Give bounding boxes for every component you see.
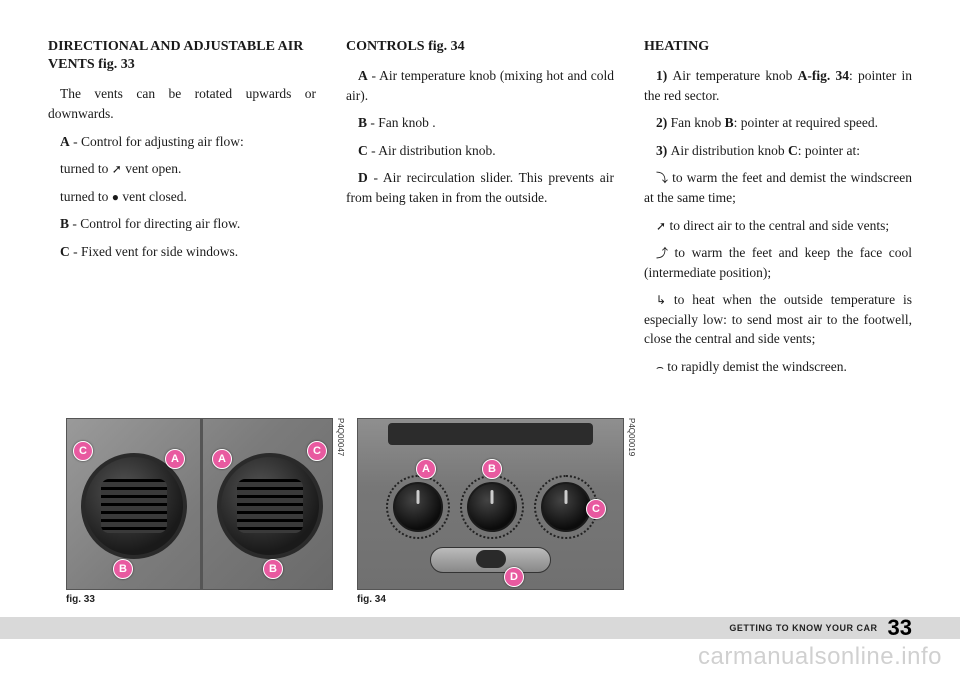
c2-lead-c: C: [358, 143, 368, 158]
c3-p3-bold: C: [788, 143, 798, 158]
fig33-callout-b-right: B: [263, 559, 283, 579]
c3-p8-text: to rapidly demist the windscreen.: [664, 359, 847, 374]
footwell-icon: ↳: [656, 293, 666, 307]
fig34-caption: fig. 34: [357, 594, 624, 605]
c3-lead-2: 2): [656, 115, 671, 130]
fig34-slider: [430, 547, 551, 573]
c2-lead-d: D: [358, 170, 368, 185]
vent-open-icon: ➚: [112, 162, 122, 176]
fig33-vent-right: [217, 453, 323, 559]
c2-lead-b: B: [358, 115, 367, 130]
c2-p2-text: - Fan knob .: [367, 115, 436, 130]
figure-33: C A B C A B: [66, 418, 333, 590]
figure-34-wrap: A B C D P4Q00019 fig. 34: [357, 418, 624, 605]
figure-34: A B C D: [357, 418, 624, 590]
c1-p5: B - Control for directing air flow.: [48, 214, 316, 234]
c3-p3: 3) Air distribution knob C: pointer at:: [644, 141, 912, 161]
c3-p8: ⌢ to rapidly demist the windscreen.: [644, 357, 912, 377]
fig33-callout-c-right: C: [307, 441, 327, 461]
c3-p7-text: to heat when the outside temperature is …: [644, 292, 912, 346]
lead-c: C: [60, 244, 70, 259]
lead-a: A: [60, 134, 70, 149]
c3-lead-3: 3): [656, 143, 671, 158]
c3-p4-text: to warm the feet and demist the windscre…: [644, 170, 912, 205]
c3-p5: ➚ to direct air to the central and side …: [644, 216, 912, 236]
c1-p6-text: - Fixed vent for side windows.: [70, 244, 238, 259]
c3-lead-1: 1): [656, 68, 672, 83]
c2-lead-a: A: [358, 68, 368, 83]
fig34-knob-a: [393, 482, 443, 532]
fig33-callout-a-left: A: [165, 449, 185, 469]
fig34-knob-b: [467, 482, 517, 532]
fig33-callout-a-right: A: [212, 449, 232, 469]
fig33-caption: fig. 33: [66, 594, 333, 605]
c2-p3-text: - Air distribution knob.: [368, 143, 496, 158]
fig34-code: P4Q00019: [627, 418, 636, 456]
fig33-code: P4Q00047: [336, 418, 345, 456]
fig33-callout-c-left: C: [73, 441, 93, 461]
c3-p7: ↳ to heat when the outside temperature i…: [644, 290, 912, 349]
fig34-callout-d: D: [504, 567, 524, 587]
column-2: CONTROLS fig. 34 A - Air temperature kno…: [346, 38, 614, 385]
c1-p4b: vent closed.: [119, 189, 187, 204]
column-3: HEATING 1) Air temperature knob A-fig. 3…: [644, 38, 912, 385]
central-side-icon: ➚: [656, 219, 666, 233]
c3-p1-bold: A-fig. 34: [798, 68, 849, 83]
c3-p2-bold: B: [725, 115, 734, 130]
c1-p5-text: - Control for directing air flow.: [69, 216, 240, 231]
c3-p4: ⤵ to warm the feet and demist the windsc…: [644, 168, 912, 207]
footer-section: GETTING TO KNOW YOUR CAR: [729, 623, 877, 633]
vent-closed-icon: ●: [112, 190, 119, 204]
c1-p1: The vents can be rotated upwards or down…: [48, 84, 316, 123]
c3-p5-text: to direct air to the central and side ve…: [666, 218, 889, 233]
c1-p2-text: - Control for adjusting air flow:: [70, 134, 244, 149]
fig34-radio: [388, 423, 593, 445]
fig33-vent-left: [81, 453, 187, 559]
fig34-callout-c: C: [586, 499, 606, 519]
c3-p2b: : pointer at required speed.: [734, 115, 878, 130]
c1-p4a: turned to: [60, 189, 112, 204]
fig33-callout-b-left: B: [113, 559, 133, 579]
c1-p3a: turned to: [60, 161, 112, 176]
c1-p3b: vent open.: [122, 161, 182, 176]
c1-p6: C - Fixed vent for side windows.: [48, 242, 316, 262]
page-number: 33: [888, 615, 912, 641]
feet-face-icon: ⤴: [656, 246, 668, 260]
fig34-knob-c: [541, 482, 591, 532]
c2-p1-text: - Air temperature knob (mixing hot and c…: [346, 68, 614, 103]
c1-p2: A - Control for adjusting air flow:: [48, 132, 316, 152]
page-content: DIRECTIONAL AND ADJUSTABLE AIR VENTS fig…: [0, 0, 960, 385]
c3-p3b: : pointer at:: [798, 143, 860, 158]
figure-33-wrap: C A B C A B P4Q00047 fig. 33: [66, 418, 333, 605]
c3-p1a: Air temperature knob: [672, 68, 797, 83]
c2-p3: C - Air distribution knob.: [346, 141, 614, 161]
figures-row: C A B C A B P4Q00047 fig. 33 A B C D P4Q…: [66, 418, 624, 605]
fig34-slider-thumb: [476, 550, 506, 568]
feet-demist-icon: ⤵: [656, 171, 668, 185]
c3-p6: ⤴ to warm the feet and keep the face coo…: [644, 243, 912, 282]
c3-p1: 1) Air temperature knob A-fig. 34: point…: [644, 66, 912, 105]
lead-b: B: [60, 216, 69, 231]
footer-bar: GETTING TO KNOW YOUR CAR 33: [0, 617, 960, 639]
heading-directional: DIRECTIONAL AND ADJUSTABLE AIR VENTS fig…: [48, 38, 316, 74]
fig34-callout-a: A: [416, 459, 436, 479]
watermark: carmanualsonline.info: [698, 643, 942, 671]
c1-p3: turned to ➚ vent open.: [48, 159, 316, 179]
c2-p4-text: - Air recirculation slider. This prevent…: [346, 170, 614, 205]
c3-p3a: Air distribution knob: [671, 143, 788, 158]
heading-controls: CONTROLS fig. 34: [346, 38, 614, 56]
column-1: DIRECTIONAL AND ADJUSTABLE AIR VENTS fig…: [48, 38, 316, 385]
fig33-split: [200, 419, 203, 589]
heading-heating: HEATING: [644, 38, 912, 56]
fig34-callout-b: B: [482, 459, 502, 479]
c2-p4: D - Air recirculation slider. This preve…: [346, 168, 614, 207]
demist-icon: ⌢: [656, 360, 664, 374]
c2-p1: A - Air temperature knob (mixing hot and…: [346, 66, 614, 105]
c3-p2: 2) Fan knob B: pointer at required speed…: [644, 113, 912, 133]
c3-p6-text: to warm the feet and keep the face cool …: [644, 245, 912, 280]
c3-p2a: Fan knob: [671, 115, 725, 130]
c1-p4: turned to ● vent closed.: [48, 187, 316, 207]
c2-p2: B - Fan knob .: [346, 113, 614, 133]
